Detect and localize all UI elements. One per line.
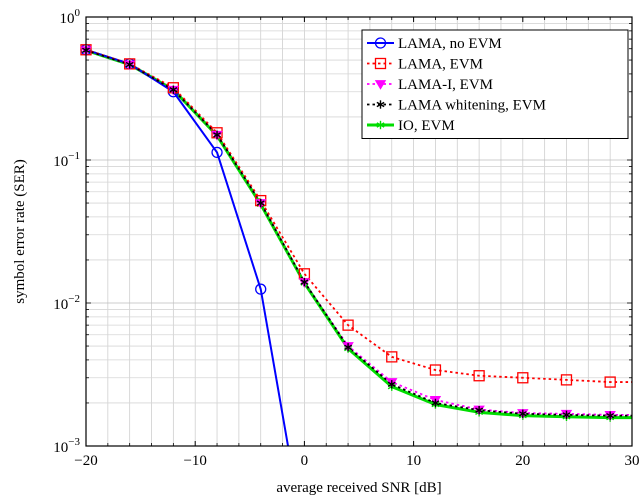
series-3-point — [475, 405, 484, 415]
series-line-3 — [85, 49, 632, 417]
series-1-point — [342, 319, 354, 331]
legend-label-0: LAMA, no EVM — [398, 36, 502, 52]
series-lines — [85, 48, 632, 447]
x-tick-label: 20 — [515, 453, 530, 469]
series-0-point — [255, 283, 267, 295]
asterisk-stroke — [213, 132, 222, 138]
y-tick-label: 10−1 — [53, 150, 80, 170]
legend-marker-3 — [376, 100, 385, 109]
asterisk-stroke — [562, 412, 571, 418]
y-tick-labels: 100 10−1 10−2 10−3 — [53, 7, 80, 456]
legend-box — [361, 29, 629, 139]
legend-marker-1 — [374, 57, 387, 70]
y-tick-label: 10−2 — [53, 293, 80, 313]
series-1-point — [386, 351, 398, 363]
series-3-point — [431, 398, 440, 408]
legend-marker-4 — [376, 120, 385, 130]
series-line-0 — [85, 48, 290, 447]
series-3-point — [344, 343, 353, 352]
asterisk-stroke — [344, 344, 353, 351]
asterisk-stroke — [606, 412, 615, 419]
legend-label-2: LAMA-I, EVM — [398, 77, 493, 93]
y-axis-label: symbol error rate (SER) — [12, 159, 28, 304]
y-tick-label: 100 — [60, 7, 81, 27]
x-tick-label: 0 — [301, 453, 309, 469]
series-3-point — [387, 380, 396, 389]
x-tick-label: −20 — [74, 453, 97, 469]
asterisk-stroke — [376, 101, 385, 108]
asterisk-stroke — [431, 400, 440, 406]
asterisk-stroke — [256, 200, 265, 206]
axis-ticks — [85, 16, 633, 447]
asterisk-stroke — [125, 61, 134, 68]
x-axis-label: average received SNR [dB] — [276, 480, 441, 496]
series-1-point — [429, 364, 442, 376]
series-3-point — [562, 410, 571, 420]
series-1-point — [604, 376, 616, 388]
asterisk-stroke — [387, 381, 396, 388]
legend-marker-0 — [374, 37, 387, 49]
series-3-point — [256, 198, 265, 208]
x-tick-label: 10 — [406, 453, 421, 469]
plot-frame — [85, 16, 633, 447]
x-tick-label: −10 — [183, 453, 206, 469]
asterisk-stroke — [475, 407, 484, 413]
legend-label-3: LAMA whitening, EVM — [398, 98, 546, 114]
legend: LAMA, no EVM LAMA, EVM LAMA-I, EVM LAMA whi… — [361, 29, 629, 139]
series-3-point — [606, 411, 615, 420]
asterisk-stroke — [169, 87, 178, 93]
x-tick-label: 30 — [625, 453, 640, 469]
series-1-point — [517, 372, 529, 384]
series-3-point — [300, 277, 309, 287]
legend-label-4: IO, EVM — [398, 118, 455, 134]
series-line-1 — [85, 48, 632, 383]
series-0-point — [211, 146, 223, 159]
series-3-point — [518, 409, 527, 418]
series-1-point — [560, 374, 573, 386]
legend-label-1: LAMA, EVM — [398, 57, 483, 73]
series-1-point — [473, 370, 485, 382]
x-tick-labels: −20 −10 0 10 20 30 — [74, 453, 639, 469]
asterisk-stroke — [518, 411, 527, 417]
legend-marker-2 — [374, 80, 387, 90]
y-tick-label: 10−3 — [53, 436, 80, 456]
asterisk-stroke — [376, 122, 385, 128]
asterisk-stroke — [300, 279, 309, 285]
series-3-point — [125, 60, 134, 69]
series-3-point — [213, 130, 222, 140]
series-3-point — [169, 85, 178, 94]
